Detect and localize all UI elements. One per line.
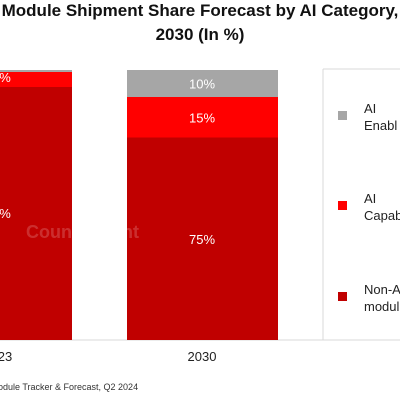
chart-title-line2: 2030 (In %)	[155, 25, 245, 44]
legend-label-line: AI	[364, 101, 377, 116]
source-note: odule Tracker & Forecast, Q2 2024	[0, 382, 139, 392]
category-label-0: 23	[0, 349, 12, 364]
bar-23-segment-2	[0, 70, 72, 72]
legend-label-line: Capab	[364, 208, 400, 223]
bar-2030-segment-2	[127, 70, 278, 97]
watermark-text: Counterpoint	[26, 222, 139, 242]
bar-2030-data-label-0: 75%	[189, 232, 215, 247]
legend-label: AI Capab	[364, 190, 400, 224]
bar-2030-data-label-2: 10%	[189, 77, 215, 92]
legend-swatch	[338, 292, 347, 301]
bar-23-segment-1	[0, 72, 72, 87]
legend-label: AI Enabl	[364, 100, 397, 134]
bar-2030-data-label-1: 15%	[189, 110, 215, 125]
legend-swatch	[338, 111, 347, 120]
legend-label-line: Enabl	[364, 118, 398, 133]
legend-label-line: Non-A	[364, 282, 400, 297]
legend-label-line: modul	[364, 299, 400, 314]
bar-2030-segment-1	[127, 97, 278, 138]
bar-23-data-label-1: %	[0, 70, 11, 85]
legend-label: Non-A modul	[364, 281, 400, 315]
chart-title-line1: Module Shipment Share Forecast by AI Cat…	[1, 1, 399, 20]
bar-2030-segment-0	[127, 137, 278, 340]
category-label-1: 2030	[188, 349, 217, 364]
bar-23-segment-0	[0, 87, 72, 340]
legend-swatch	[338, 201, 347, 210]
legend-label-line: AI	[364, 191, 377, 206]
bar-23-data-label-0: %	[0, 206, 11, 221]
